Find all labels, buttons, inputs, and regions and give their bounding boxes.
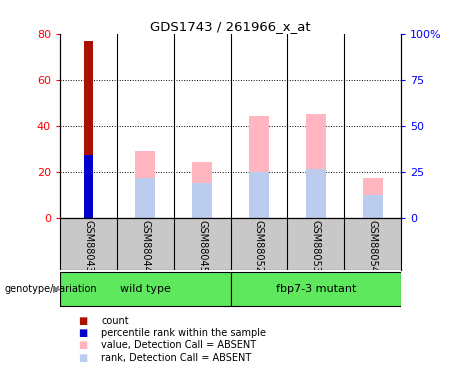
Text: rank, Detection Call = ABSENT: rank, Detection Call = ABSENT [101, 353, 252, 363]
Bar [84, 40, 93, 218]
Bar [363, 195, 383, 217]
Bar [84, 156, 93, 218]
Text: GSM88054: GSM88054 [367, 220, 378, 273]
Text: ■: ■ [78, 328, 88, 338]
Text: GSM88052: GSM88052 [254, 220, 264, 273]
Text: ■: ■ [78, 340, 88, 350]
Text: GSM88043: GSM88043 [83, 220, 94, 273]
Bar [192, 183, 212, 218]
Bar [363, 178, 383, 218]
Title: GDS1743 / 261966_x_at: GDS1743 / 261966_x_at [150, 20, 311, 33]
Text: wild type: wild type [120, 284, 171, 294]
Text: value, Detection Call = ABSENT: value, Detection Call = ABSENT [101, 340, 256, 350]
Bar [230, 272, 401, 306]
Text: ▶: ▶ [53, 284, 60, 294]
Text: fbp7-3 mutant: fbp7-3 mutant [276, 284, 356, 294]
Text: GSM88045: GSM88045 [197, 220, 207, 273]
Text: genotype/variation: genotype/variation [5, 284, 97, 294]
Bar [135, 178, 155, 218]
Bar [306, 114, 326, 218]
Text: ■: ■ [78, 316, 88, 326]
Text: percentile rank within the sample: percentile rank within the sample [101, 328, 266, 338]
Bar [192, 162, 212, 218]
Text: ■: ■ [78, 353, 88, 363]
Bar [249, 172, 269, 217]
Bar [135, 151, 155, 217]
Bar [249, 116, 269, 218]
Bar [60, 272, 230, 306]
Text: GSM88044: GSM88044 [140, 220, 150, 273]
Bar [306, 169, 326, 217]
Text: count: count [101, 316, 129, 326]
Text: GSM88053: GSM88053 [311, 220, 321, 273]
